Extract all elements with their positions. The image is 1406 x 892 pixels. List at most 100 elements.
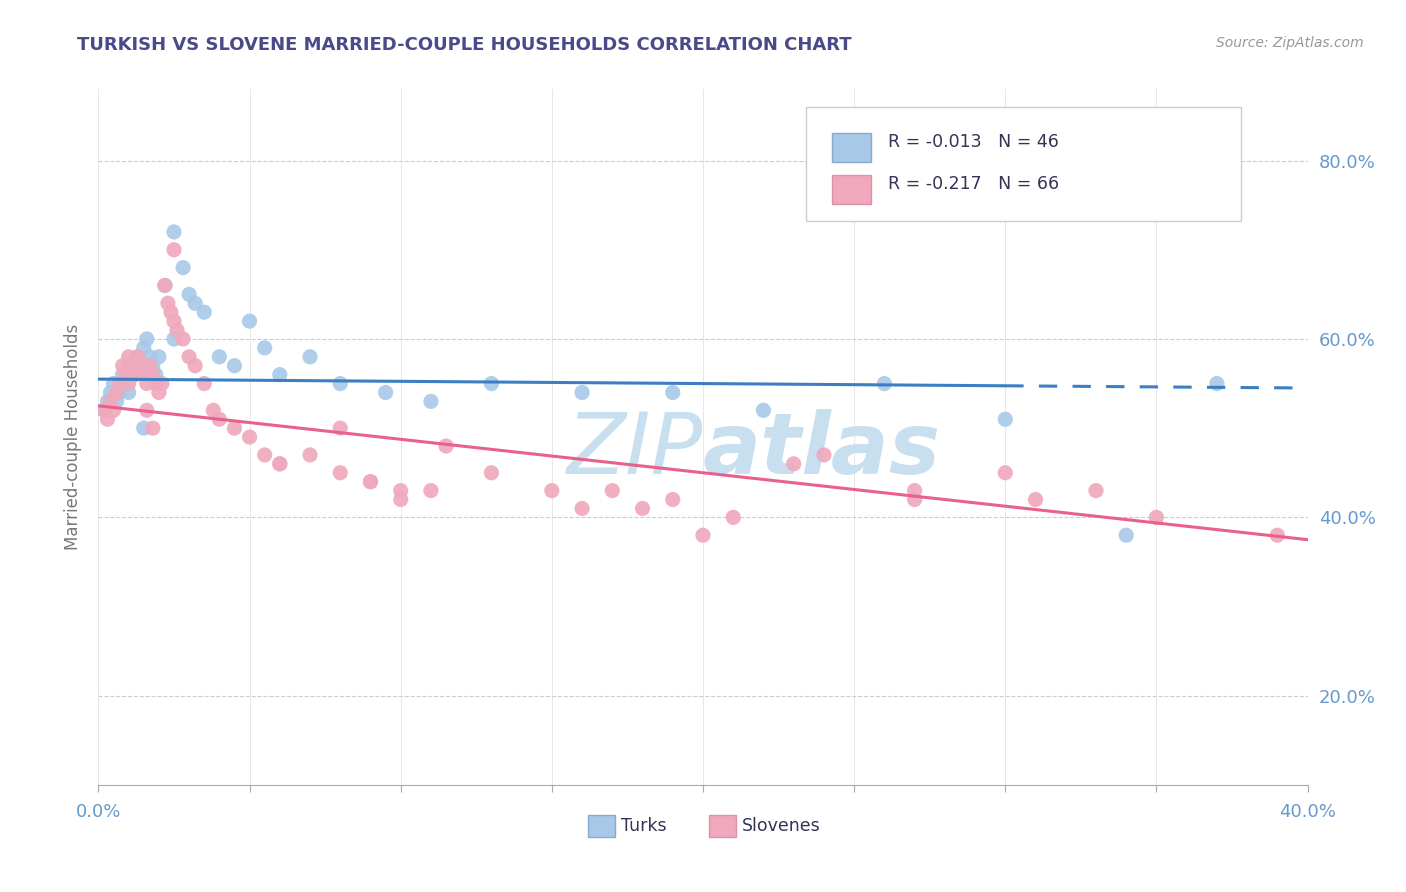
Point xyxy=(100,394,122,409)
Point xyxy=(127,350,149,364)
Point xyxy=(360,475,382,489)
Point xyxy=(481,376,503,391)
FancyBboxPatch shape xyxy=(806,107,1241,221)
Point xyxy=(239,314,262,328)
Point xyxy=(121,359,143,373)
Point xyxy=(360,475,382,489)
Point xyxy=(114,368,136,382)
Point xyxy=(420,483,443,498)
Point xyxy=(163,225,186,239)
Point xyxy=(132,368,155,382)
Point xyxy=(179,350,201,364)
Point xyxy=(118,385,141,400)
Point xyxy=(100,385,122,400)
Point xyxy=(118,376,141,391)
Point xyxy=(127,350,149,364)
Point xyxy=(145,368,167,382)
Point xyxy=(150,376,173,391)
Point xyxy=(172,332,194,346)
Point xyxy=(224,421,246,435)
Point xyxy=(202,403,225,417)
Point xyxy=(540,483,562,498)
Point xyxy=(108,376,131,391)
Point xyxy=(103,376,125,391)
Point xyxy=(723,510,745,524)
Point xyxy=(299,448,322,462)
Point xyxy=(1024,492,1046,507)
Point xyxy=(135,332,157,346)
Text: atlas: atlas xyxy=(703,409,941,492)
Text: Slovenes: Slovenes xyxy=(742,817,821,835)
Point xyxy=(103,403,125,417)
Point xyxy=(139,350,162,364)
Point xyxy=(93,403,115,417)
Point xyxy=(873,376,896,391)
Point xyxy=(142,368,165,382)
Point xyxy=(105,385,128,400)
Point xyxy=(145,376,167,391)
Point xyxy=(129,359,152,373)
Point xyxy=(752,403,775,417)
Point xyxy=(93,403,115,417)
Text: Turks: Turks xyxy=(621,817,666,835)
Point xyxy=(124,368,146,382)
Point xyxy=(132,368,155,382)
Point xyxy=(389,492,412,507)
Point xyxy=(269,457,291,471)
Point xyxy=(129,359,152,373)
Point xyxy=(132,421,155,435)
Point xyxy=(160,305,183,319)
Point xyxy=(224,359,246,373)
Bar xyxy=(832,133,872,162)
Point xyxy=(299,350,322,364)
Point xyxy=(142,359,165,373)
Point xyxy=(1115,528,1137,542)
Point xyxy=(329,466,352,480)
Text: R = -0.013   N = 46: R = -0.013 N = 46 xyxy=(889,133,1059,151)
Point xyxy=(1144,510,1167,524)
Point xyxy=(184,296,207,310)
Point xyxy=(166,323,188,337)
Y-axis label: Married-couple Households: Married-couple Households xyxy=(63,324,82,550)
Point xyxy=(661,385,683,400)
Point xyxy=(1206,376,1229,391)
Point xyxy=(96,394,118,409)
Point xyxy=(111,368,134,382)
Point xyxy=(208,412,231,426)
Point xyxy=(481,466,503,480)
Point xyxy=(96,412,118,426)
Point xyxy=(389,483,412,498)
Point xyxy=(994,412,1017,426)
Point xyxy=(139,359,162,373)
Point xyxy=(114,376,136,391)
Point xyxy=(135,376,157,391)
Bar xyxy=(709,815,735,837)
Point xyxy=(1085,483,1108,498)
Point xyxy=(163,243,186,257)
Point xyxy=(631,501,654,516)
Bar xyxy=(832,175,872,204)
Point xyxy=(783,457,806,471)
Point xyxy=(329,421,352,435)
Point xyxy=(193,305,215,319)
Point xyxy=(148,350,170,364)
Point xyxy=(994,466,1017,480)
Point xyxy=(420,394,443,409)
Point xyxy=(111,359,134,373)
Bar xyxy=(588,815,614,837)
Point xyxy=(602,483,624,498)
Point xyxy=(156,296,179,310)
Point xyxy=(179,287,201,301)
Text: TURKISH VS SLOVENE MARRIED-COUPLE HOUSEHOLDS CORRELATION CHART: TURKISH VS SLOVENE MARRIED-COUPLE HOUSEH… xyxy=(77,36,852,54)
Point xyxy=(904,492,927,507)
Point xyxy=(142,421,165,435)
Point xyxy=(239,430,262,444)
Point xyxy=(124,368,146,382)
Point xyxy=(253,448,276,462)
Text: ZIP: ZIP xyxy=(567,409,703,492)
Point xyxy=(153,278,176,293)
Point xyxy=(1267,528,1289,542)
Point xyxy=(135,403,157,417)
Point xyxy=(813,448,835,462)
Point xyxy=(118,359,141,373)
